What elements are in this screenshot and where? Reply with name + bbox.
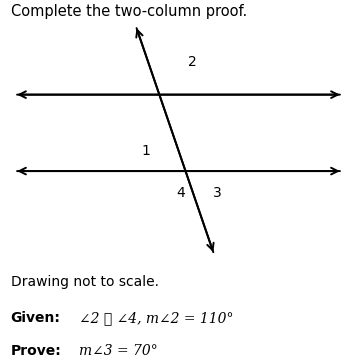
- Text: 4: 4: [176, 186, 185, 200]
- Text: 3: 3: [213, 186, 222, 200]
- Text: Given:: Given:: [11, 311, 61, 325]
- Text: 1: 1: [142, 144, 151, 158]
- Text: ∠2 ≅ ∠4, m∠2 = 110°: ∠2 ≅ ∠4, m∠2 = 110°: [79, 311, 233, 325]
- Text: Prove:: Prove:: [11, 344, 61, 358]
- Text: Complete the two-column proof.: Complete the two-column proof.: [11, 4, 247, 19]
- Text: m∠3 = 70°: m∠3 = 70°: [79, 344, 157, 358]
- Text: 2: 2: [188, 55, 197, 69]
- Text: Drawing not to scale.: Drawing not to scale.: [11, 275, 159, 289]
